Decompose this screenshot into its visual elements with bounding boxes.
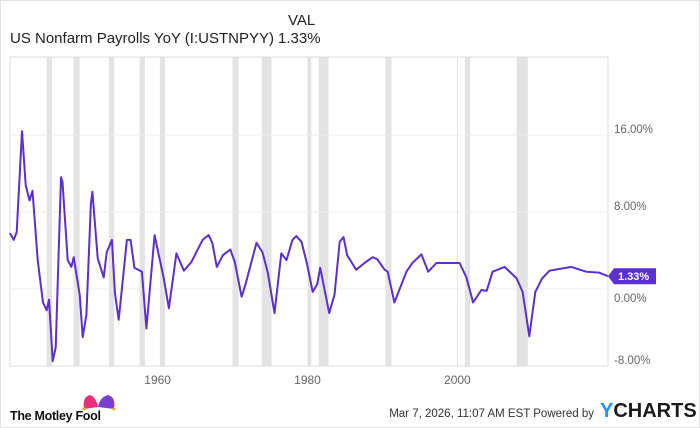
last-value-label: 1.33%: [618, 271, 649, 283]
y-tick-label: -8.00%: [614, 355, 650, 367]
y-tick-label: 16.00%: [614, 124, 653, 136]
y-tick-label: 0.00%: [614, 293, 647, 305]
value-column-heading: VAL: [288, 12, 316, 29]
y-tick-label: 8.00%: [614, 201, 647, 213]
ycharts-y: Y: [600, 400, 614, 422]
ycharts-logo[interactable]: YCHARTS: [600, 400, 697, 423]
plot-border: [9, 56, 609, 367]
timestamp: Mar 7, 2026, 11:07 AM EST: [389, 408, 531, 420]
jester-hat-icon: [82, 395, 116, 411]
ycharts-text: CHARTS: [613, 400, 697, 422]
series-value: 1.33%: [278, 30, 321, 47]
footer-timestamp: Mar 7, 2026, 11:07 AM EST Powered by: [389, 408, 594, 420]
x-tick-label: 1960: [144, 373, 171, 387]
series-line: [9, 130, 609, 363]
last-value-badge: 1.33%: [608, 268, 656, 285]
motley-fool-logo: The Motley Fool: [10, 395, 116, 423]
series-name[interactable]: US Nonfarm Payrolls YoY (I:USTNPYY): [10, 30, 274, 47]
brand-name: The Motley Fool: [10, 409, 101, 423]
powered-by: Powered by: [533, 408, 594, 420]
x-tick-label: 2000: [444, 373, 471, 387]
x-tick-label: 1980: [294, 373, 321, 387]
